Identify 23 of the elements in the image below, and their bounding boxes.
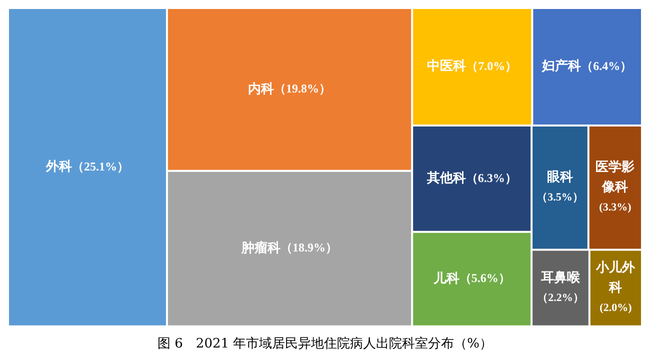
data-label: （6.4%） [581, 58, 632, 73]
data-label: (3.3%) [599, 201, 632, 214]
data-label: （25.1%） [72, 159, 129, 174]
category-label: 医学影像科 [596, 160, 635, 195]
category-label: 中医科 [427, 59, 466, 74]
data-label: （6.3%） [466, 170, 517, 185]
category-label: 其他科 [426, 171, 466, 186]
data-label: (2.0%) [600, 302, 632, 314]
data-label: （5.6%） [459, 271, 510, 286]
data-label: （19.8%） [274, 82, 332, 96]
category-label: 儿科 [432, 272, 460, 287]
category-label: 外科 [44, 160, 72, 175]
category-label: 内科 [248, 82, 274, 97]
data-label: （7.0%） [466, 58, 518, 73]
data-label: （3.5%） [536, 191, 584, 204]
category-label: 肿瘤科 [240, 240, 281, 256]
category-label: 妇产科 [541, 58, 582, 74]
category-label: 耳鼻喉 [540, 269, 581, 286]
data-label: （18.9%） [280, 240, 338, 255]
category-label: 小儿外科 [595, 260, 636, 296]
data-label: （2.2%） [537, 292, 584, 304]
category-label: 眼科 [546, 170, 573, 185]
text: 图 6 2021 年市域居民异地住院病人出院科室分布（%） [158, 336, 492, 352]
